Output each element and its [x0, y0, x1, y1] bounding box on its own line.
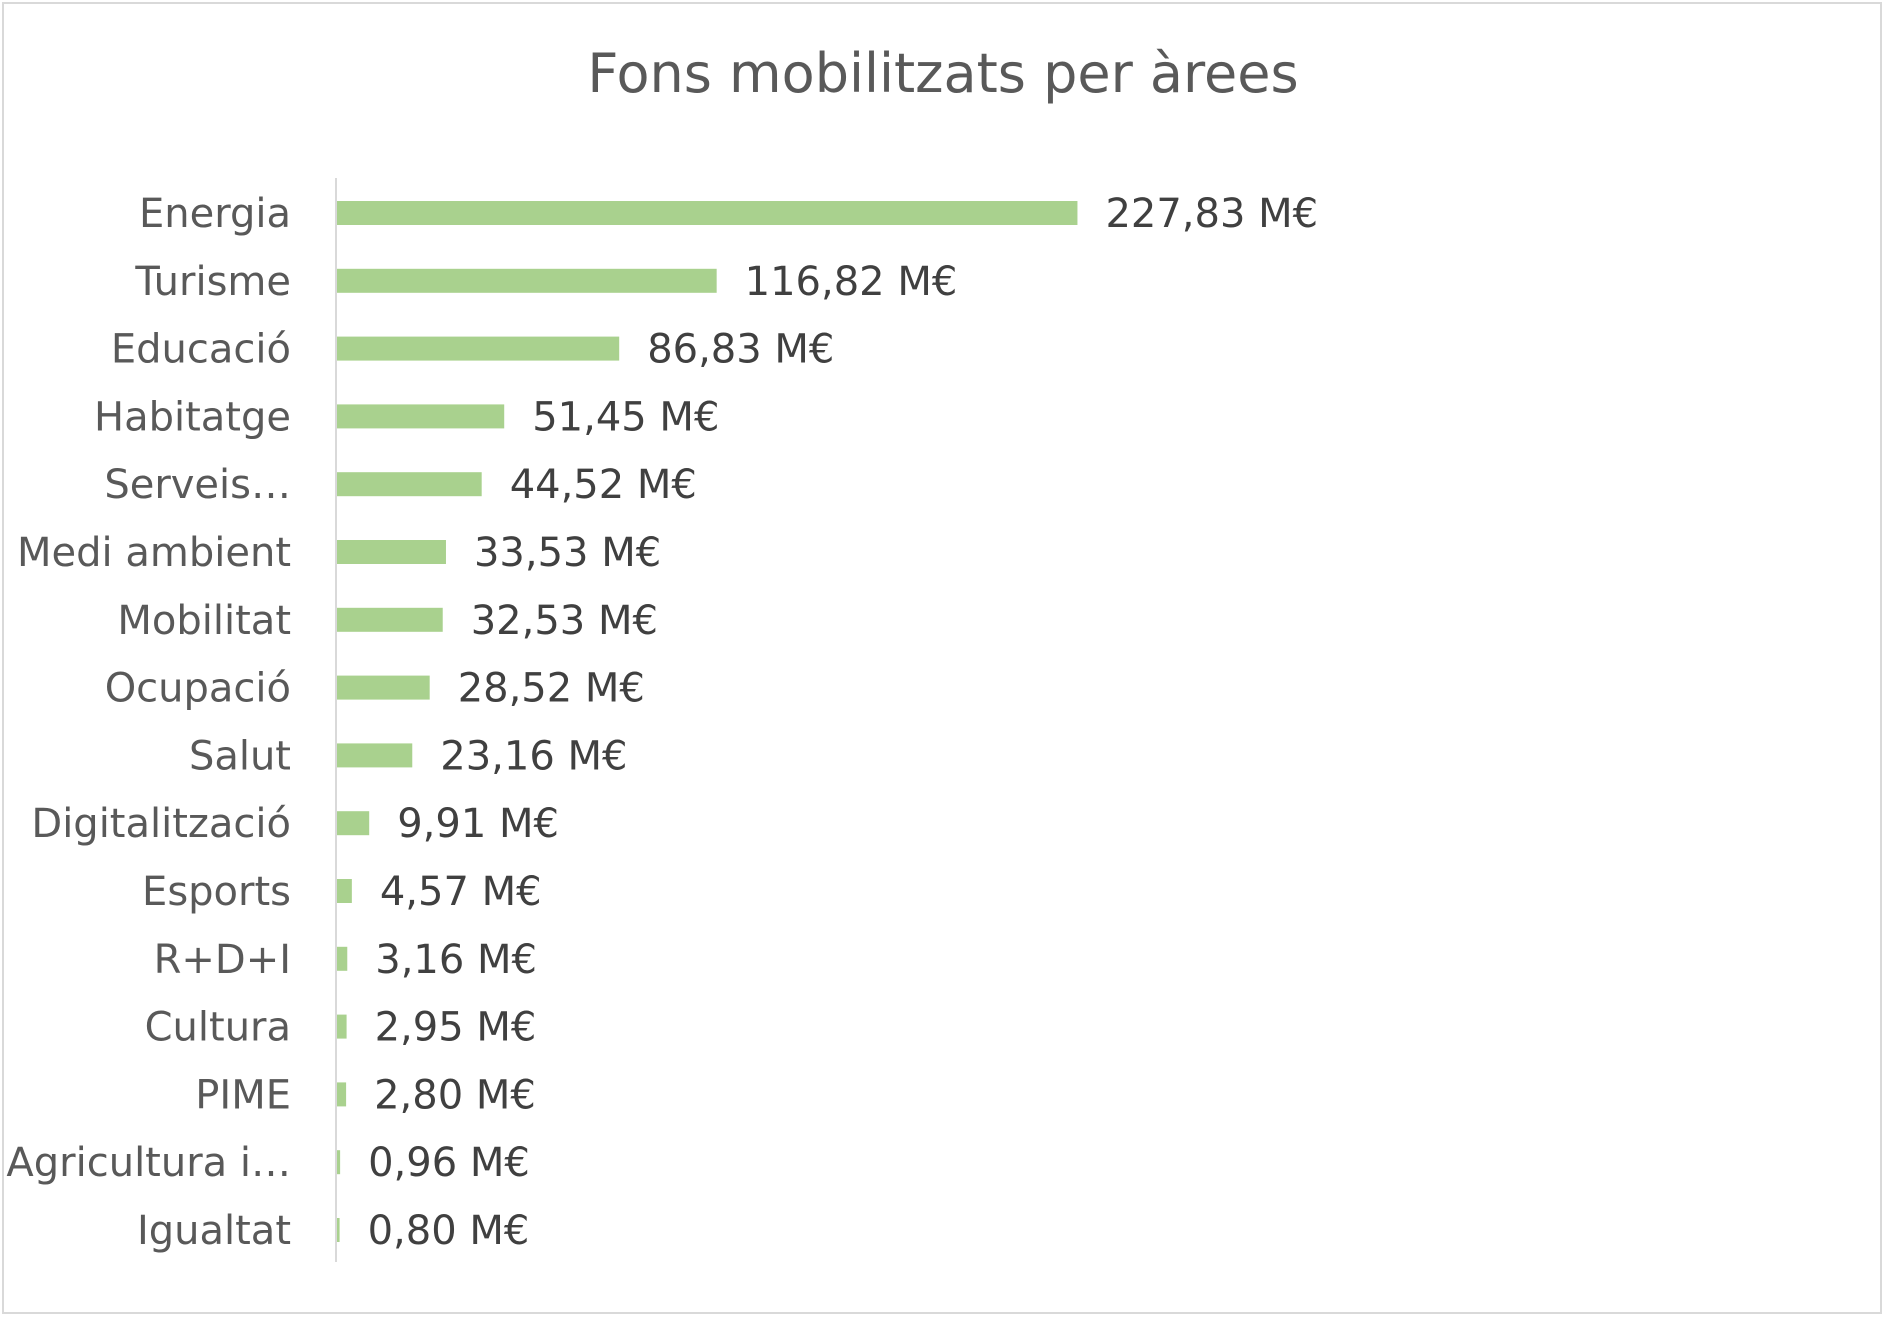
- category-label: Turisme: [134, 259, 291, 305]
- category-label: Agricultura i…: [6, 1140, 291, 1186]
- data-label: 28,52 M€: [458, 666, 645, 712]
- bar: [337, 607, 443, 632]
- category-label: Educació: [111, 327, 291, 373]
- data-label: 227,83 M€: [1105, 191, 1318, 237]
- data-label: 51,45 M€: [532, 394, 719, 440]
- bar: [337, 946, 348, 971]
- data-label: 23,16 M€: [440, 733, 627, 779]
- data-label: 86,83 M€: [647, 327, 834, 373]
- bar: [337, 1218, 340, 1242]
- bars-group: Energia 227,83 M€ Turisme 116,82 M€ Educació…: [6, 191, 1318, 1254]
- chart-title: Fons mobilitzats per àrees: [587, 42, 1298, 105]
- category-label: Igualtat: [137, 1208, 291, 1254]
- category-label: Habitatge: [94, 394, 291, 440]
- data-label: 3,16 M€: [375, 937, 537, 983]
- category-label: Energia: [139, 191, 291, 237]
- category-label: PIME: [195, 1072, 291, 1118]
- category-label: Digitalització: [31, 801, 291, 847]
- category-label: Mobilitat: [117, 598, 291, 644]
- bar: [337, 879, 352, 903]
- bar: [337, 743, 413, 768]
- bar: [337, 404, 505, 429]
- category-label: R+D+I: [154, 937, 291, 983]
- category-label: Ocupació: [105, 666, 291, 712]
- bar: [337, 540, 446, 564]
- data-label: 9,91 M€: [397, 801, 559, 847]
- data-label: 44,52 M€: [510, 462, 697, 508]
- bar: [337, 811, 370, 836]
- data-label: 4,57 M€: [380, 869, 542, 915]
- bar: [337, 336, 620, 361]
- data-label: 0,80 M€: [368, 1208, 530, 1254]
- bar: [337, 1082, 347, 1107]
- data-label: 116,82 M€: [745, 259, 958, 305]
- bar: [337, 201, 1078, 225]
- category-label: Cultura: [145, 1005, 291, 1051]
- category-label: Esports: [142, 869, 291, 915]
- bar: [337, 1150, 341, 1175]
- data-label: 2,95 M€: [375, 1005, 537, 1051]
- category-label: Medi ambient: [17, 530, 291, 576]
- bar: [337, 268, 717, 293]
- bar: [337, 675, 430, 700]
- data-label: 2,80 M€: [374, 1072, 536, 1118]
- data-label: 33,53 M€: [474, 530, 661, 576]
- bar: [337, 472, 482, 497]
- category-label: Serveis…: [104, 462, 291, 508]
- data-label: 0,96 M€: [368, 1140, 530, 1186]
- data-label: 32,53 M€: [471, 598, 658, 644]
- bar: [337, 1014, 347, 1039]
- category-label: Salut: [189, 733, 291, 779]
